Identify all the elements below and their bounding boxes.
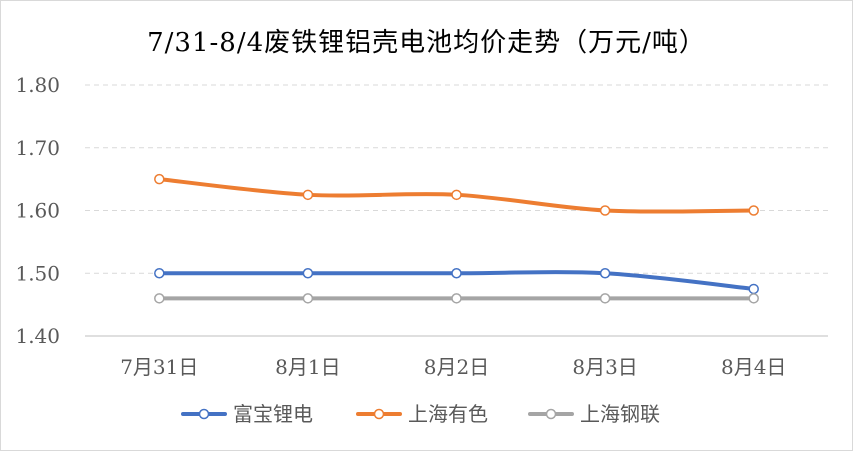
y-tick-label: 1.40 — [15, 324, 60, 348]
y-tick-label: 1.50 — [15, 261, 60, 285]
data-point — [154, 293, 165, 304]
legend-swatch-marker — [198, 408, 210, 420]
data-point — [451, 189, 462, 201]
data-point — [154, 173, 165, 185]
y-tick-label: 1.80 — [15, 73, 60, 97]
chart-title: 7/31-8/4废铁锂铝壳电池均价走势（万元/吨） — [147, 28, 706, 58]
legend-swatch-marker — [373, 408, 385, 420]
legend-swatch-marker — [545, 408, 557, 420]
data-point — [599, 293, 611, 304]
legend-label: 上海钢联 — [580, 402, 660, 426]
x-tick-label: 7月31日 — [120, 355, 198, 379]
legend-label: 富宝锂电 — [233, 402, 313, 426]
data-point — [599, 205, 611, 216]
x-tick-label: 8月4日 — [721, 355, 786, 379]
data-point — [451, 268, 462, 279]
data-point — [748, 205, 759, 216]
data-point — [154, 268, 165, 279]
data-point — [748, 283, 759, 295]
data-point — [302, 293, 314, 304]
y-tick-label: 1.60 — [15, 199, 60, 223]
data-point — [748, 293, 759, 304]
data-point — [302, 268, 314, 279]
x-tick-label: 8月3日 — [572, 355, 637, 379]
data-point — [451, 293, 462, 304]
data-point — [302, 189, 314, 201]
legend-label: 上海有色 — [408, 402, 488, 426]
y-tick-label: 1.70 — [15, 136, 60, 160]
x-tick-label: 8月1日 — [275, 355, 340, 379]
x-tick-label: 8月2日 — [424, 355, 489, 379]
data-point — [599, 268, 611, 279]
